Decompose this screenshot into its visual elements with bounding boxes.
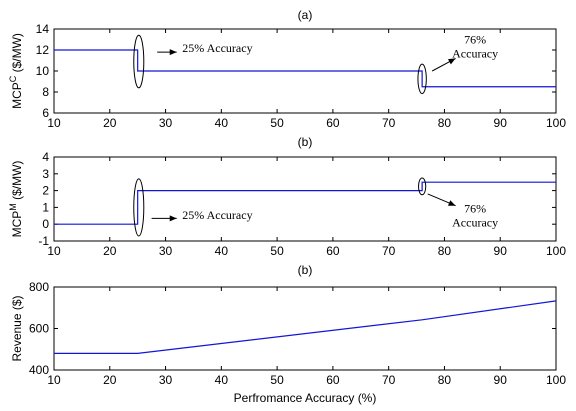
x-tick-label: 10	[47, 116, 61, 130]
x-tick-label: 40	[215, 373, 229, 387]
x-tick-label: 20	[103, 116, 117, 130]
y-tick-label: -1	[38, 234, 49, 248]
annotation-ellipse	[417, 63, 427, 95]
y-axis-label-base: Revenue ($)	[10, 295, 24, 361]
series-line-1	[54, 300, 557, 354]
x-tick-label: 70	[382, 373, 396, 387]
y-tick-label: 800	[29, 280, 49, 294]
x-tick-label: 40	[215, 116, 229, 130]
x-tick-label: 10	[47, 244, 61, 258]
y-tick-label: 4	[42, 150, 49, 164]
annotation-2: 76%Accuracy	[417, 33, 498, 95]
x-tick-label: 60	[326, 373, 340, 387]
chart-panel-2: (b) 10 20 30 40 50 60 70 80 90 100 -1 0 1 2 3 4 MCPM ($/M…	[8, 135, 566, 258]
y-axis-label-superscript: M	[8, 203, 18, 211]
x-tick-label: 100	[546, 116, 566, 130]
x-tick-label: 100	[546, 244, 566, 258]
x-tick-label: 20	[103, 373, 117, 387]
y-tick-label: 8	[42, 85, 49, 99]
x-tick-label: 80	[438, 244, 452, 258]
annotation-text: 76%	[464, 201, 486, 215]
annotation-ellipse	[133, 34, 145, 89]
annotation-arrowhead	[448, 58, 456, 65]
x-tick-label: 30	[159, 116, 173, 130]
y-tick-label: 1	[42, 200, 49, 214]
series-line-1	[54, 49, 556, 88]
annotation-text: Accuracy	[452, 47, 498, 61]
y-tick-label: 3	[42, 167, 49, 181]
y-axis-label-superscript: C	[8, 75, 18, 82]
axis-frame	[53, 156, 557, 242]
y-tick-label: 14	[36, 22, 50, 36]
annotation-1: 25% Accuracy	[133, 34, 253, 89]
annotation-2: 76%Accuracy	[418, 177, 498, 229]
x-tick-label: 70	[382, 116, 396, 130]
annotation-1: 25% Accuracy	[133, 178, 253, 237]
annotation-arrowhead	[169, 49, 177, 56]
y-axis-label: MCPC ($/MW)	[8, 33, 24, 109]
annotation-text: Accuracy	[452, 215, 498, 229]
x-tick-label: 90	[494, 244, 508, 258]
y-axis-label-unit: ($/MW)	[10, 33, 24, 76]
y-axis-label-base: MCP	[10, 211, 24, 238]
x-tick-label: 80	[438, 373, 452, 387]
x-tick-label: 60	[326, 116, 340, 130]
y-tick-label: 10	[36, 64, 50, 78]
panel-title: (a)	[298, 8, 313, 22]
panel-title: (b)	[298, 263, 313, 277]
x-tick-label: 60	[326, 244, 340, 258]
annotation-arrowhead	[447, 200, 456, 206]
series-line-1	[54, 181, 556, 225]
annotation-ellipse	[133, 178, 145, 237]
y-axis-label-unit: ($/MW)	[10, 161, 24, 204]
panel-title: (b)	[298, 135, 313, 149]
x-tick-label: 80	[438, 116, 452, 130]
annotation-text: 25% Accuracy	[182, 41, 252, 55]
x-tick-label: 30	[159, 244, 173, 258]
chart-panel-1: (a) 10 20 30 40 50 60 70 80 90 100 6 8 10 12 14 MCPC ($/…	[8, 8, 566, 130]
x-tick-label: 40	[215, 244, 229, 258]
x-tick-label: 50	[270, 116, 284, 130]
x-axis-label: Perfromance Accuracy (%)	[234, 391, 377, 405]
x-tick-label: 90	[494, 373, 508, 387]
x-tick-label: 90	[494, 116, 508, 130]
annotation-text: 25% Accuracy	[182, 208, 252, 222]
y-tick-label: 6	[42, 106, 49, 120]
x-tick-label: 10	[47, 373, 61, 387]
y-tick-label: 2	[42, 184, 49, 198]
x-tick-label: 50	[270, 373, 284, 387]
annotation-text: 76%	[464, 33, 486, 47]
x-tick-label: 70	[382, 244, 396, 258]
x-tick-label: 100	[546, 373, 566, 387]
x-tick-label: 30	[159, 373, 173, 387]
y-tick-label: 0	[42, 217, 49, 231]
y-axis-label: MCPM ($/MW)	[8, 161, 24, 238]
y-axis-label-base: MCP	[10, 82, 24, 109]
x-tick-label: 20	[103, 244, 117, 258]
y-tick-label: 12	[36, 43, 50, 57]
y-tick-label: 400	[29, 363, 49, 377]
annotation-ellipse	[418, 177, 427, 196]
y-tick-label: 600	[29, 322, 49, 336]
annotation-arrowhead	[169, 215, 177, 222]
x-tick-label: 50	[270, 244, 284, 258]
y-axis-label: Revenue ($)	[10, 295, 24, 361]
chart-panel-3: (b) 10 20 30 40 50 60 70 80 90 100 400 600 800 Revenue…	[10, 263, 566, 405]
